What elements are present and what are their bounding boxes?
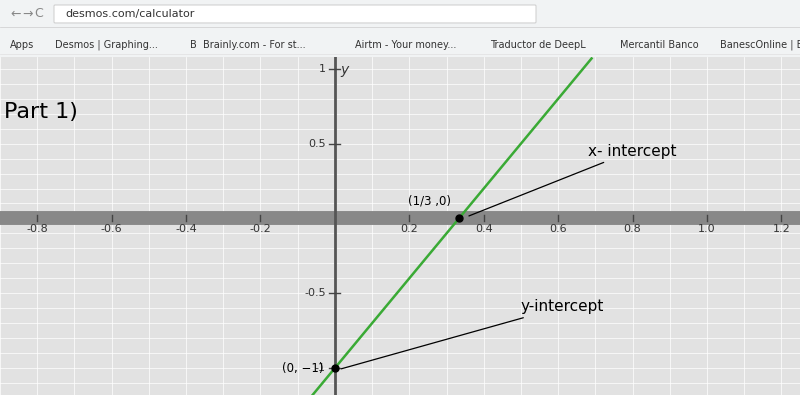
Text: Desmos | Graphing...: Desmos | Graphing... [55,40,158,50]
Text: 0.5: 0.5 [308,139,326,149]
Text: Mercantil Banco: Mercantil Banco [620,40,698,50]
Text: (0, −1): (0, −1) [282,361,324,374]
Text: -1: -1 [314,363,326,373]
Text: y-intercept: y-intercept [342,299,604,369]
Text: Part 1): Part 1) [4,102,78,122]
Text: 1.0: 1.0 [698,224,716,235]
Text: desmos.com/calculator: desmos.com/calculator [65,9,194,19]
Text: B  Brainly.com - For st...: B Brainly.com - For st... [190,40,306,50]
Text: -0.4: -0.4 [175,224,197,235]
Text: BanescOnline | Ban...: BanescOnline | Ban... [720,40,800,50]
FancyBboxPatch shape [54,5,536,23]
Text: -0.2: -0.2 [250,224,271,235]
Text: 0.8: 0.8 [624,224,642,235]
Text: 1.2: 1.2 [773,224,790,235]
Text: 0.2: 0.2 [401,224,418,235]
Text: 0.6: 0.6 [550,224,567,235]
Text: y: y [341,63,349,77]
Text: →: → [22,8,33,21]
Text: -0.6: -0.6 [101,224,122,235]
Text: Apps: Apps [10,40,34,50]
Text: 0.4: 0.4 [475,224,493,235]
Text: -0.8: -0.8 [26,224,48,235]
Text: -0.5: -0.5 [304,288,326,298]
Text: ←: ← [10,8,21,21]
Text: 1: 1 [318,64,326,74]
Text: Airtm - Your money...: Airtm - Your money... [355,40,456,50]
Text: (1/3 ,0): (1/3 ,0) [409,195,451,208]
Text: C: C [34,8,42,21]
Text: Traductor de DeepL: Traductor de DeepL [490,40,586,50]
Text: x- intercept: x- intercept [469,144,677,216]
